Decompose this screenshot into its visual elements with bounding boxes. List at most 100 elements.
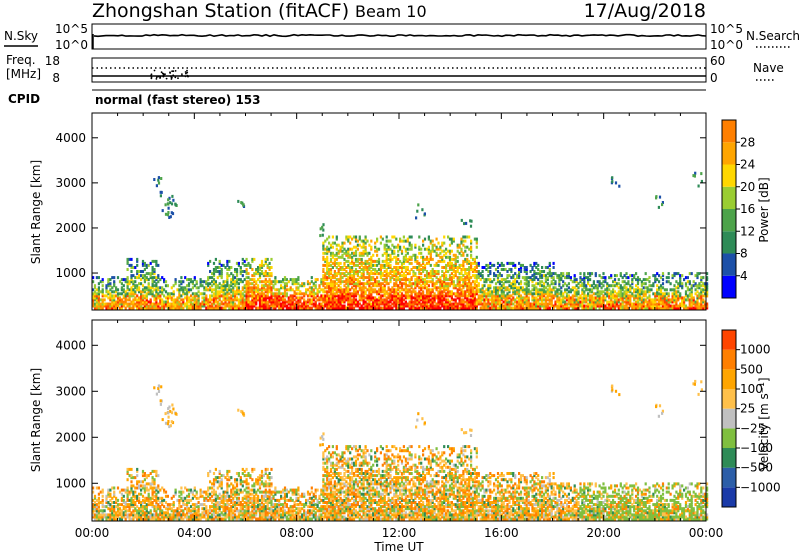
power-cell — [457, 276, 459, 279]
power-cell — [129, 292, 131, 295]
power-cell — [445, 282, 447, 285]
power-cell — [313, 303, 315, 306]
power-cell — [318, 290, 320, 293]
power-cell — [353, 262, 355, 265]
power-cell — [136, 294, 138, 297]
power-cell — [424, 278, 426, 281]
power-cell — [543, 274, 545, 277]
power-cell — [351, 248, 353, 251]
power-cell — [655, 196, 657, 199]
power-cell — [696, 290, 698, 293]
power-cell — [115, 294, 117, 297]
power-cell — [102, 298, 104, 301]
power-cell — [355, 246, 357, 249]
power-cell — [232, 286, 234, 289]
nave-point — [185, 76, 187, 78]
power-cell — [111, 286, 113, 289]
power-cell — [207, 262, 209, 265]
power-cell — [211, 280, 213, 283]
power-cell — [677, 290, 679, 293]
power-cell — [466, 236, 468, 239]
power-cell — [572, 286, 574, 289]
power-cell — [180, 298, 182, 301]
power-cell — [460, 248, 462, 251]
power-cell — [422, 278, 424, 281]
power-cell — [119, 292, 121, 295]
power-cell — [334, 254, 336, 257]
power-cell — [449, 301, 451, 304]
power-cell — [295, 286, 297, 289]
power-cell — [568, 282, 570, 285]
power-cell — [382, 238, 384, 241]
power-cell — [365, 246, 367, 249]
power-cell — [301, 296, 303, 299]
power-cell — [602, 284, 604, 287]
power-cell — [263, 264, 265, 267]
power-cell — [436, 238, 438, 241]
nave-point — [187, 76, 189, 78]
power-cell — [292, 294, 294, 297]
power-cell — [399, 238, 401, 241]
power-cell — [125, 307, 127, 310]
power-cell — [472, 286, 474, 289]
power-cell — [395, 256, 397, 259]
power-cell — [512, 303, 514, 306]
power-cell — [560, 298, 562, 301]
power-cell — [689, 292, 691, 295]
power-cell — [188, 288, 190, 291]
power-cell — [209, 305, 211, 308]
nsky-frame — [92, 24, 706, 49]
power-cell — [503, 282, 505, 285]
power-cell — [105, 294, 107, 297]
power-cell — [528, 276, 530, 279]
power-cell — [163, 301, 165, 304]
power-cell — [341, 266, 343, 269]
power-cell — [424, 264, 426, 267]
power-cell — [677, 294, 679, 297]
power-cell — [414, 272, 416, 275]
power-cell — [336, 272, 338, 275]
power-cell — [639, 278, 641, 281]
power-cell — [564, 301, 566, 304]
power-cell — [180, 280, 182, 283]
power-cell — [160, 191, 162, 194]
power-cell — [326, 276, 328, 279]
power-cell — [401, 282, 403, 285]
power-cell — [447, 282, 449, 285]
power-cell — [485, 278, 487, 281]
power-cell — [246, 276, 248, 279]
power-cell — [134, 280, 136, 283]
power-cell — [664, 292, 666, 295]
power-cell — [491, 264, 493, 267]
power-cell — [318, 303, 320, 306]
power-cell — [157, 274, 159, 277]
power-cell — [543, 298, 545, 301]
power-cell — [269, 262, 271, 265]
power-cell — [460, 298, 462, 301]
power-cell — [587, 276, 589, 279]
power-cell — [476, 274, 478, 277]
power-cell — [165, 290, 167, 293]
power-cell — [424, 258, 426, 261]
power-cell — [307, 294, 309, 297]
power-cell — [372, 282, 374, 285]
power-cell — [501, 278, 503, 281]
power-cell — [98, 286, 100, 289]
power-cell — [434, 270, 436, 273]
power-cell — [610, 274, 612, 277]
power-cell — [107, 278, 109, 281]
power-cell — [647, 296, 649, 299]
power-cell — [184, 276, 186, 279]
power-cell — [470, 276, 472, 279]
power-cell — [269, 278, 271, 281]
power-cell — [670, 298, 672, 301]
power-cell — [359, 244, 361, 247]
power-cell — [620, 272, 622, 275]
power-cell — [677, 305, 679, 308]
power-cell — [330, 264, 332, 267]
power-cell — [393, 246, 395, 249]
power-cell — [422, 266, 424, 269]
power-cell — [647, 286, 649, 289]
power-cell — [130, 258, 132, 261]
